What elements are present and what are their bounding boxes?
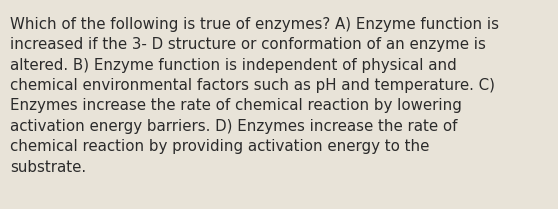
Text: Which of the following is true of enzymes? A) Enzyme function is
increased if th: Which of the following is true of enzyme…	[10, 17, 499, 175]
